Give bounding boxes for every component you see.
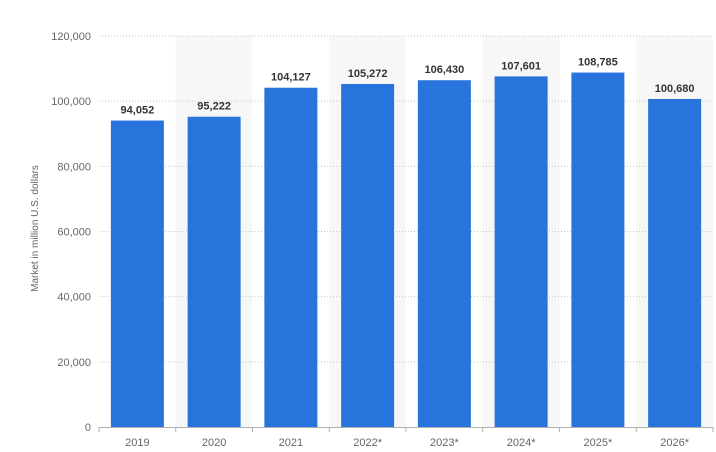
data-labels: 94,052 95,222 104,127 105,272 106,430 107,601… [121,57,695,117]
bar-2020[interactable] [187,116,241,427]
data-label-2019: 94,052 [121,105,155,117]
x-tick-label: 2026* [660,437,689,449]
y-tick-label: 80,000 [57,161,91,173]
bar-2024*[interactable] [494,76,548,427]
bar-2023*[interactable] [417,80,471,428]
data-label-2022*: 105,272 [348,68,388,80]
bar-2019[interactable] [110,120,164,427]
x-axis: 2019 2020 2021 2022* 2023* 2024* 2025* 2026* [98,427,714,449]
x-tick-label: 2022* [353,437,382,449]
data-label-2025*: 108,785 [578,57,618,69]
x-tick-label: 2024* [507,437,536,449]
y-tick-label: 120,000 [51,31,91,43]
y-tick-label: 40,000 [57,292,91,304]
y-tick-label: 100,000 [51,96,91,108]
data-label-2023*: 106,430 [424,64,464,76]
bars [110,72,702,428]
bar-2021[interactable] [264,87,318,427]
bar-2022*[interactable] [341,83,395,427]
data-label-2024*: 107,601 [501,60,541,72]
x-tick-label: 2020 [202,437,226,449]
x-tick-label: 2023* [430,437,459,449]
x-tick-label: 2025* [583,437,612,449]
y-tick-label: 60,000 [57,227,91,239]
bar-2026*[interactable] [648,98,702,428]
x-tick-label: 2021 [279,437,303,449]
y-axis: 0 20,000 40,000 60,000 80,000 100,000 120,000 [51,31,91,434]
y-tick-label: 0 [85,422,91,434]
data-label-2026*: 100,680 [655,83,695,95]
bar-2025*[interactable] [571,72,625,427]
y-tick-label: 20,000 [57,357,91,369]
y-axis-title: Market in million U.S. dollars [30,165,41,292]
data-label-2021: 104,127 [271,72,311,84]
data-label-2020: 95,222 [197,101,231,113]
x-tick-label: 2019 [125,437,149,449]
